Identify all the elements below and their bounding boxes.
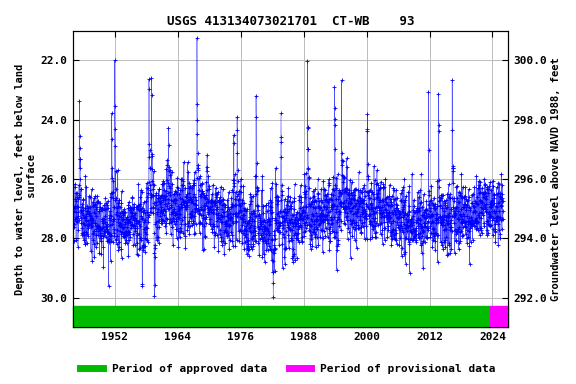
Legend: Period of approved data, Period of provisional data: Period of approved data, Period of provi… xyxy=(76,359,500,379)
Bar xyxy=(73,306,490,327)
Y-axis label: Depth to water level, feet below land
 surface: Depth to water level, feet below land su… xyxy=(15,63,37,295)
Title: USGS 413134073021701  CT-WB    93: USGS 413134073021701 CT-WB 93 xyxy=(166,15,414,28)
Y-axis label: Groundwater level above NAVD 1988, feet: Groundwater level above NAVD 1988, feet xyxy=(551,57,561,301)
Bar xyxy=(490,306,508,327)
